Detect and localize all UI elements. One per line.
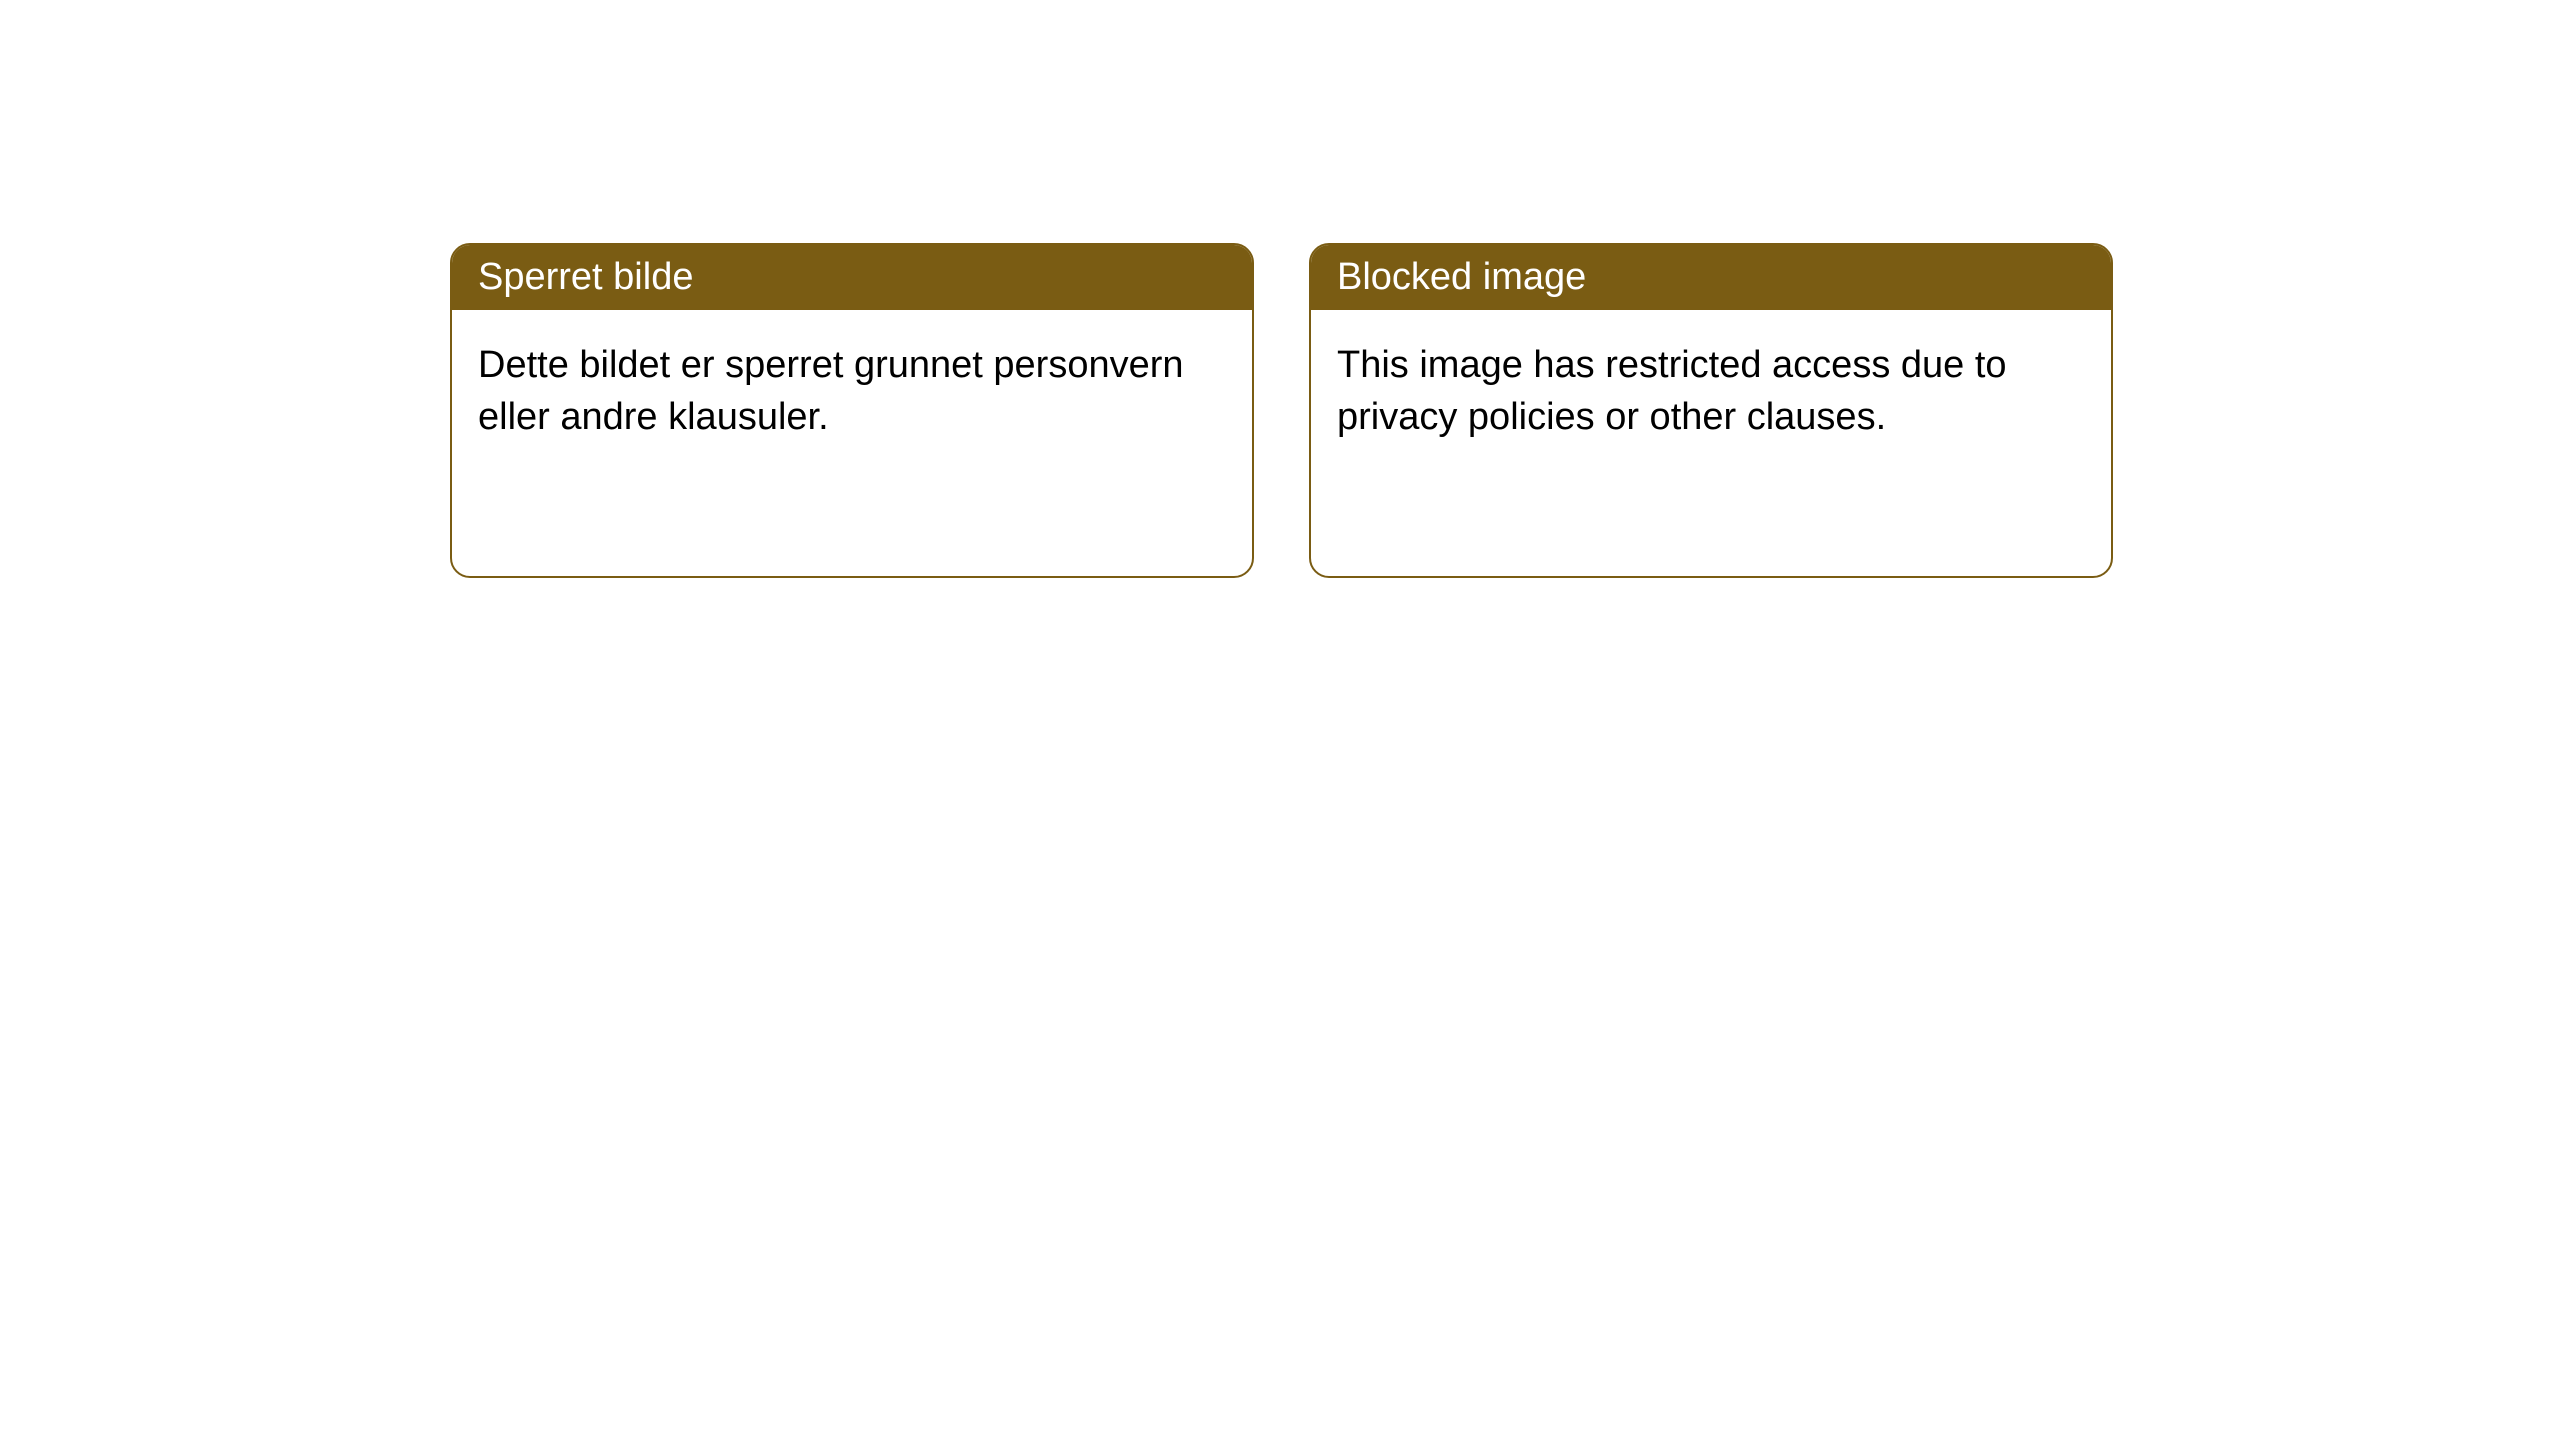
notice-card-body: Dette bildet er sperret grunnet personve… — [452, 310, 1252, 473]
notice-card-header: Blocked image — [1311, 245, 2111, 310]
notice-card-english: Blocked image This image has restricted … — [1309, 243, 2113, 578]
notice-card-row: Sperret bilde Dette bildet er sperret gr… — [0, 0, 2560, 578]
notice-card-body: This image has restricted access due to … — [1311, 310, 2111, 473]
notice-card-header: Sperret bilde — [452, 245, 1252, 310]
notice-card-norwegian: Sperret bilde Dette bildet er sperret gr… — [450, 243, 1254, 578]
